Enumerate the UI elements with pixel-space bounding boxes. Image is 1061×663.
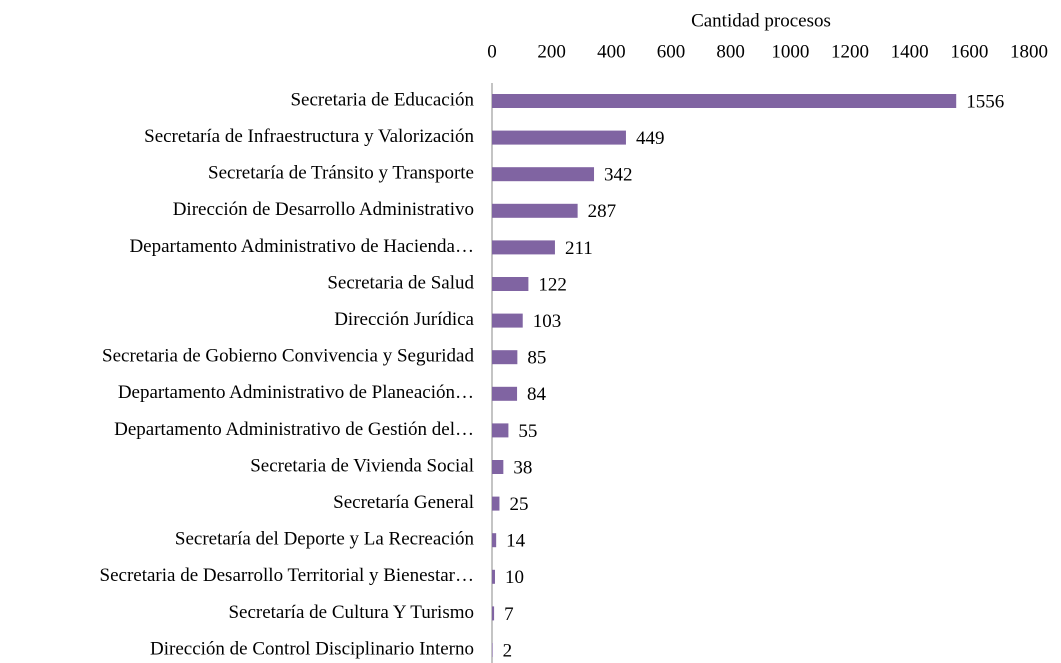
x-tick-label: 1400 xyxy=(891,41,929,62)
x-tick-label: 200 xyxy=(537,41,566,62)
bar xyxy=(492,460,504,474)
x-tick-label: 0 xyxy=(487,41,497,62)
bar xyxy=(492,277,529,291)
data-label: 122 xyxy=(538,274,567,295)
x-tick-label: 800 xyxy=(716,41,745,62)
data-label: 2 xyxy=(503,640,513,661)
data-label: 55 xyxy=(518,421,537,442)
x-tick-label: 600 xyxy=(657,41,686,62)
x-tick-label: 1600 xyxy=(950,41,988,62)
y-tick-label: Secretaría de Infraestructura y Valoriza… xyxy=(144,126,474,147)
bar xyxy=(492,496,500,511)
y-tick-label: Secretaría de Cultura Y Turismo xyxy=(228,602,474,623)
data-label: 7 xyxy=(504,604,514,625)
bar xyxy=(492,94,957,108)
y-tick-label: Secretaria de Gobierno Convivencia y Seg… xyxy=(102,346,474,367)
x-tick-label: 1200 xyxy=(831,41,869,62)
data-label: 84 xyxy=(527,384,547,405)
data-label: 287 xyxy=(588,201,617,222)
data-label: 449 xyxy=(636,128,665,149)
y-tick-label: Secretaría General xyxy=(333,492,474,513)
bar xyxy=(492,240,555,255)
y-tick-label: Secretaría del Deporte y La Recreación xyxy=(175,529,475,550)
x-tick-label: 400 xyxy=(597,41,626,62)
y-tick-label: Departamento Administrativo de Hacienda… xyxy=(129,236,474,257)
bar xyxy=(492,350,518,365)
data-label: 10 xyxy=(505,567,524,588)
data-label: 211 xyxy=(565,238,593,259)
bar xyxy=(492,130,626,145)
x-tick-label: 1000 xyxy=(771,41,809,62)
y-tick-label: Secretaria de Vivienda Social xyxy=(250,455,474,476)
bar xyxy=(492,606,495,621)
bar xyxy=(492,643,493,657)
data-label: 25 xyxy=(509,494,528,515)
data-label: 103 xyxy=(533,311,562,332)
y-tick-label: Dirección Jurídica xyxy=(334,309,474,330)
bar xyxy=(492,569,495,584)
data-label: 14 xyxy=(506,531,525,552)
bar xyxy=(492,167,595,182)
bar xyxy=(492,386,518,401)
y-tick-label: Departamento Administrativo de Gestión d… xyxy=(114,419,474,440)
axis-title: Cantidad procesos xyxy=(691,10,831,31)
data-label: 38 xyxy=(513,457,532,478)
bar xyxy=(492,533,497,548)
y-tick-label: Departamento Administrativo de Planeació… xyxy=(118,382,474,403)
bar xyxy=(492,423,509,438)
data-label: 85 xyxy=(527,348,546,369)
bar xyxy=(492,203,578,218)
y-tick-label: Secretaria de Desarrollo Territorial y B… xyxy=(100,565,474,586)
y-tick-label: Secretaría de Tránsito y Transporte xyxy=(208,163,474,184)
bar xyxy=(492,313,523,328)
data-label: 1556 xyxy=(966,91,1004,112)
y-tick-label: Secretaria de Educación xyxy=(290,89,474,110)
y-tick-label: Dirección de Desarrollo Administrativo xyxy=(173,199,474,220)
data-label: 342 xyxy=(604,165,633,186)
x-tick-label: 1800 xyxy=(1010,41,1048,62)
y-tick-label: Secretaria de Salud xyxy=(327,272,474,293)
y-tick-label: Dirección de Control Disciplinario Inter… xyxy=(150,638,474,659)
